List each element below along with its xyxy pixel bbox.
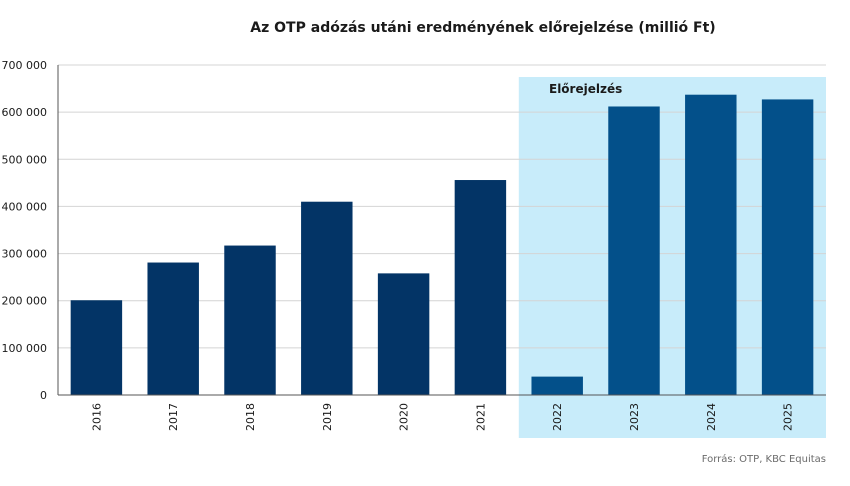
x-tick-label: 2023 <box>628 403 641 431</box>
bar <box>147 262 199 395</box>
y-axis-tick-labels: 0 100 000 200 000 300 000 400 000 500 000 600 … <box>2 59 48 402</box>
chart-title: Az OTP adózás utáni eredményének előreje… <box>250 20 715 36</box>
x-tick-label: 2016 <box>90 403 103 431</box>
bar <box>70 300 123 395</box>
x-tick-label: 2024 <box>705 403 718 431</box>
y-tick-label: 200 000 <box>2 295 48 308</box>
bar <box>301 201 353 395</box>
y-tick-label: 500 000 <box>2 153 48 166</box>
bar <box>224 245 276 395</box>
y-tick-label: 600 000 <box>2 106 48 119</box>
x-tick-label: 2022 <box>551 403 564 431</box>
bar <box>377 273 430 395</box>
x-axis-tick-labels: 2016 2017 2018 2019 2020 2021 2022 2023 2024 2025 <box>90 403 794 431</box>
y-tick-label: 0 <box>40 389 47 402</box>
bars <box>70 94 814 396</box>
x-tick-label: 2020 <box>398 403 411 431</box>
y-tick-label: 400 000 <box>2 200 48 213</box>
x-tick-label: 2019 <box>321 403 334 431</box>
bar <box>761 99 814 396</box>
source-note: Forrás: OTP, KBC Equitas <box>702 453 826 465</box>
bar <box>685 94 737 395</box>
y-tick-label: 100 000 <box>2 342 48 355</box>
x-tick-label: 2018 <box>244 403 257 431</box>
bar <box>608 106 660 395</box>
bar <box>531 376 583 395</box>
forecast-label: Előrejelzés <box>549 82 622 96</box>
y-tick-label: 700 000 <box>2 59 48 72</box>
y-tick-label: 300 000 <box>2 248 48 261</box>
x-tick-label: 2017 <box>167 403 180 431</box>
x-tick-label: 2025 <box>782 403 795 431</box>
bar <box>454 180 507 395</box>
x-tick-label: 2021 <box>474 403 487 431</box>
